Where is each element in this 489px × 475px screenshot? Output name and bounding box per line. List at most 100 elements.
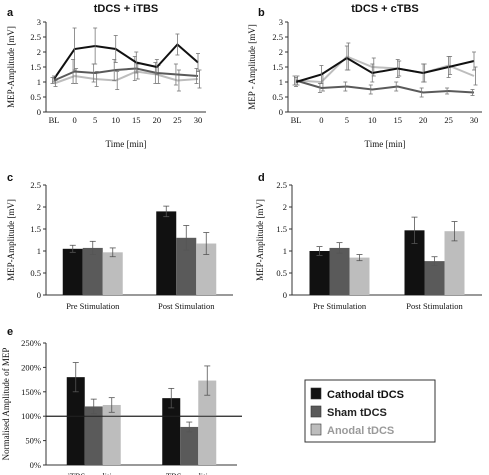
legend: Cathodal tDCS Sham tDCS Anodal tDCS [304, 379, 436, 443]
x-tick-label: 15 [132, 115, 141, 125]
x-tick-label: 5 [345, 115, 349, 125]
error-bar [176, 69, 181, 92]
x-tick-label: 10 [111, 115, 120, 125]
y-axis-label: MEP-Amplitude [mV] [6, 26, 16, 108]
y-tick-label: 0.5 [272, 92, 283, 102]
panel-letter: d [258, 172, 265, 184]
y-tick-label: 1.5 [30, 62, 41, 72]
legend-label: Cathodal tDCS [327, 389, 404, 401]
y-tick-label: 250% [21, 338, 41, 348]
x-tick-label: 25 [173, 115, 182, 125]
bar-cathodal [66, 377, 85, 465]
legend-swatch [310, 405, 322, 418]
y-axis-label: MEP - Amplitude [mV] [247, 24, 257, 109]
category-label: Pre Stimulation [313, 301, 367, 311]
y-tick-label: 2 [283, 202, 287, 212]
y-tick-label: 1.5 [276, 224, 287, 234]
panel-letter: b [258, 7, 265, 19]
category-label: cTBS-condition [162, 471, 217, 475]
legend-swatch [310, 387, 322, 400]
x-tick-label: 0 [319, 115, 323, 125]
x-tick-label: BL [291, 115, 302, 125]
x-tick-label: BL [49, 115, 60, 125]
legend-box [304, 379, 436, 443]
y-axis-label: MEP-Amplitude [mV] [255, 199, 265, 281]
error-bar [470, 89, 475, 96]
x-tick-label: 20 [419, 115, 428, 125]
error-bar [197, 69, 202, 89]
chart-title: tDCS + iTBS [94, 3, 158, 15]
bar-chart-d: 0 0.5 1 1.5 2 2.5 d MEP-Amplitude [mV] Pre Stimu… [255, 172, 482, 311]
x-tick-label: 20 [153, 115, 162, 125]
category-label: Post Stimulation [406, 301, 463, 311]
bar-sham [180, 426, 199, 465]
error-bar [94, 71, 99, 87]
y-tick-label: 2 [37, 202, 41, 212]
y-tick-label: 0% [30, 460, 41, 470]
y-tick-label: 100% [21, 411, 41, 421]
y-tick-label: 0.5 [276, 268, 287, 278]
y-tick-label: 1 [37, 246, 41, 256]
series-cathodal [52, 27, 200, 83]
error-bar [115, 71, 120, 90]
bar-cathodal [162, 398, 181, 465]
bar-cathodal [404, 230, 425, 295]
chart-title: tDCS + cTBS [351, 3, 419, 15]
bar-sham [84, 406, 103, 465]
x-tick-label: 15 [393, 115, 402, 125]
y-tick-label: 200% [21, 362, 41, 372]
series-line-cathodal [53, 43, 199, 80]
y-axis-label: MEP-Amplitude [mV] [6, 199, 16, 281]
y-tick-label: 2 [279, 47, 283, 57]
y-tick-label: 2.5 [30, 180, 41, 190]
error-bar [419, 87, 424, 98]
bar-anodal [198, 380, 217, 465]
bar-anodal [349, 257, 370, 295]
bar-anodal [102, 252, 123, 295]
y-tick-label: 50% [25, 436, 41, 446]
error-bar [173, 63, 178, 86]
y-tick-label: 0 [279, 107, 283, 117]
y-tick-label: 1.5 [30, 224, 41, 234]
category-label: iTBS-condition [67, 471, 121, 475]
bar-sham [82, 247, 103, 295]
bar-anodal [102, 404, 121, 465]
series-sham [292, 75, 475, 98]
y-tick-label: 1 [37, 77, 41, 87]
bar-sham [329, 247, 350, 295]
bar-cathodal [62, 248, 83, 295]
y-tick-label: 3 [279, 17, 283, 27]
line-chart-a: 0 0.5 1 1.5 2 2.5 3 a MEP-Amplitude [mV] tDCS + i… [6, 3, 206, 149]
bar-cathodal [309, 251, 330, 295]
y-tick-label: 0 [37, 290, 41, 300]
y-tick-label: 0 [283, 290, 287, 300]
x-tick-label: 30 [470, 115, 479, 125]
x-tick-label: 5 [93, 115, 97, 125]
series-cathodal [294, 45, 476, 87]
legend-swatch [310, 423, 322, 436]
y-tick-label: 0.5 [30, 268, 41, 278]
x-tick-label: 30 [194, 115, 203, 125]
x-axis-label: Time [min] [365, 139, 406, 149]
y-tick-label: 2.5 [276, 180, 287, 190]
legend-label: Sham tDCS [327, 407, 387, 419]
bar-sham [424, 261, 445, 295]
bar-cathodal [156, 211, 177, 295]
series-line-sham [295, 79, 475, 94]
series-line-anodal [295, 55, 475, 84]
category-label: Post Stimulation [158, 301, 215, 311]
bar-sham [176, 237, 197, 295]
y-tick-label: 1.5 [272, 62, 283, 72]
bar-anodal [196, 243, 217, 295]
y-tick-label: 2 [37, 47, 41, 57]
bar-chart-e: 0% 50% 100% 150% 200% 250% e Normalised Amplitu… [1, 326, 242, 475]
bar-anodal [444, 231, 465, 295]
panel-letter: e [7, 326, 13, 338]
error-bar [445, 87, 450, 95]
y-tick-label: 2.5 [30, 32, 41, 42]
series-anodal [53, 63, 202, 92]
y-tick-label: 150% [21, 387, 41, 397]
